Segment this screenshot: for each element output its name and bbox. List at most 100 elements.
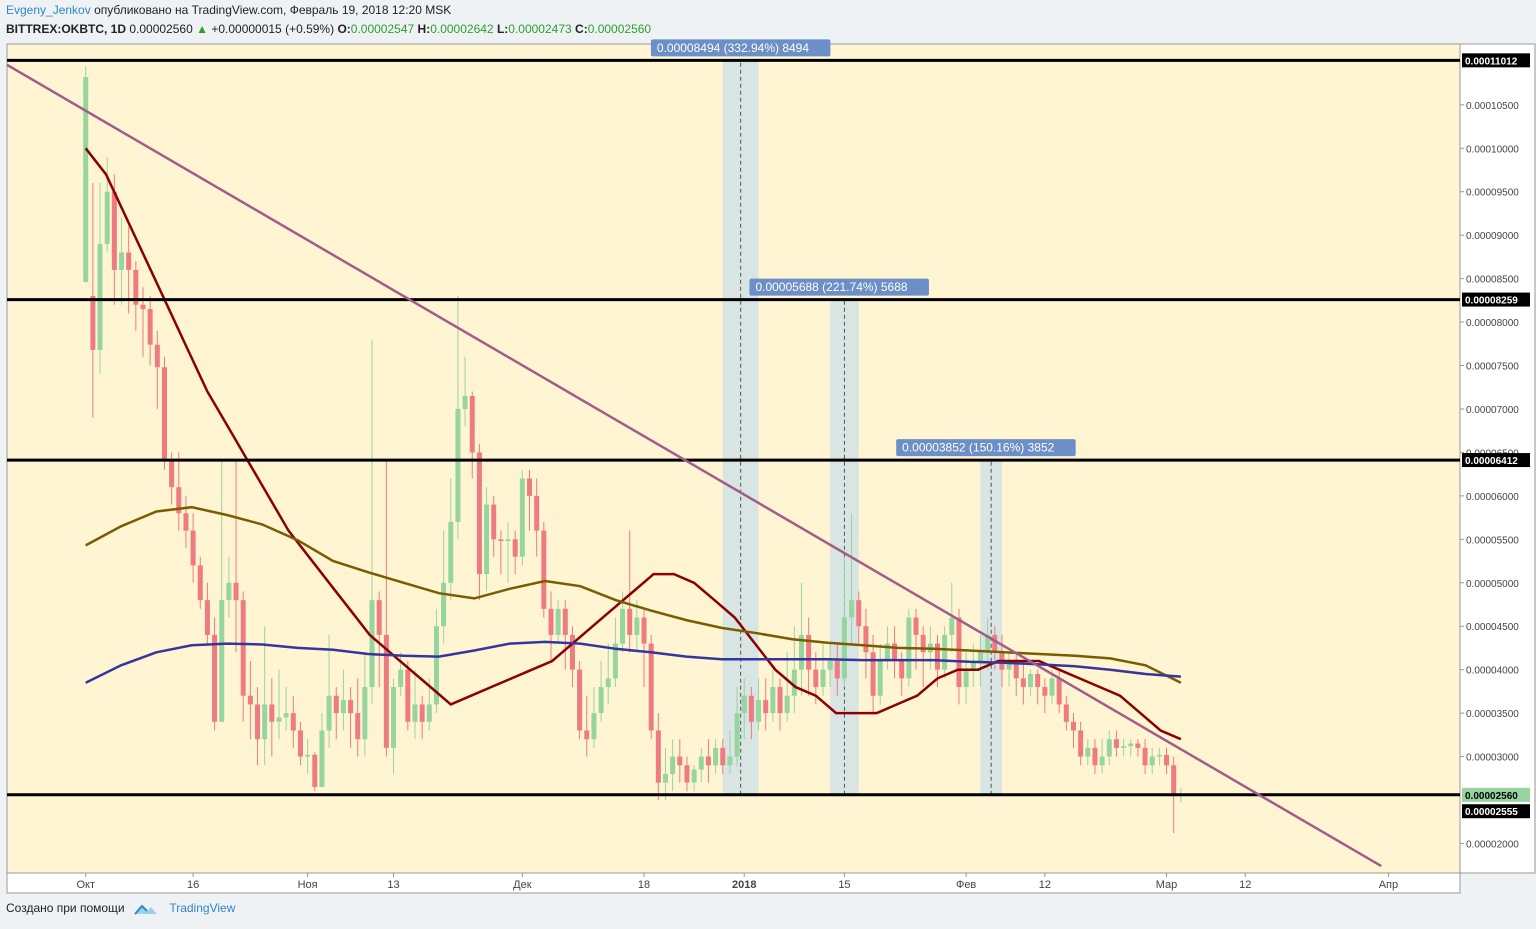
candle-body <box>348 700 354 714</box>
candle-body <box>663 773 669 783</box>
candle-body <box>741 695 747 714</box>
change-value: +0.00000015 (+0.59%) <box>211 22 335 36</box>
candle-body <box>391 687 397 748</box>
y-tick-label: 0.00005500 <box>1466 535 1519 546</box>
candle-body <box>934 643 940 670</box>
candle-body <box>383 634 389 748</box>
candle-body <box>856 600 862 627</box>
candle-body <box>956 617 962 688</box>
x-tick-label: 16 <box>187 879 199 891</box>
candle-body <box>884 643 890 661</box>
candle-body <box>240 600 246 696</box>
candle-body <box>154 344 160 368</box>
x-tick-label: Апр <box>1379 879 1398 891</box>
candle-body <box>333 695 339 714</box>
candle-body <box>1035 674 1041 688</box>
candle-body <box>892 643 898 661</box>
x-axis-panel <box>6 872 1461 894</box>
candle-body <box>841 617 847 679</box>
candle-body <box>648 643 654 731</box>
tradingview-link[interactable]: TradingView <box>169 901 236 915</box>
candle-body <box>426 704 432 722</box>
candle-body <box>1113 739 1119 748</box>
y-tick-label: 0.00009000 <box>1466 231 1519 242</box>
y-tick-label: 0.00005000 <box>1466 579 1519 590</box>
candle-body <box>1106 739 1112 757</box>
candle-body <box>963 669 969 688</box>
open-value: 0.00002547 <box>350 22 415 36</box>
low-label: L: <box>496 22 509 36</box>
candle-body <box>283 713 289 718</box>
candle-body <box>555 608 561 635</box>
candle-body <box>376 600 382 635</box>
candle-body <box>720 747 726 766</box>
measure-label: 0.00008494 (332.94%) 8494 <box>657 41 809 55</box>
measure-label: 0.00003852 (150.16%) 3852 <box>902 441 1054 455</box>
price-tag <box>1462 804 1530 819</box>
candle-body <box>977 652 983 661</box>
candle-body <box>562 608 568 635</box>
candle-body <box>290 713 296 731</box>
candle-body <box>119 252 125 270</box>
symbol-label: BITTREX:OKBTC, 1D <box>6 22 126 36</box>
x-tick-label: Окт <box>76 879 95 891</box>
low-value: 0.00002473 <box>508 22 572 36</box>
y-tick-label: 0.00010000 <box>1466 144 1519 155</box>
candle-body <box>126 252 132 270</box>
candle-body <box>849 600 855 618</box>
measure-label: 0.00005688 (221.74%) 5688 <box>755 280 907 294</box>
candle-body <box>1164 754 1170 766</box>
moving-average-line <box>85 505 1182 684</box>
candle-body <box>1042 687 1048 696</box>
candle-body <box>419 704 425 722</box>
candle-body <box>305 754 311 757</box>
author-link[interactable]: Evgeny_Jenkov <box>6 3 91 17</box>
price-tag-label: 0.00002560 <box>1465 791 1518 802</box>
candle-body <box>1028 674 1034 688</box>
candle-body <box>541 530 547 609</box>
candle-body <box>219 600 225 722</box>
candle-body <box>326 695 332 731</box>
x-tick-label: Дек <box>513 879 532 891</box>
candle-body <box>1085 747 1091 757</box>
candle-body <box>491 504 497 540</box>
candle-body <box>169 461 175 488</box>
candle-body <box>641 617 647 644</box>
footer: Создано при помощи TradingView <box>6 901 235 916</box>
candle-body <box>698 756 704 770</box>
candle-body <box>798 634 804 670</box>
candle-body <box>355 713 361 740</box>
candle-body <box>827 660 833 670</box>
candle-body <box>226 582 232 601</box>
x-tick-label: 15 <box>838 879 850 891</box>
y-tick-label: 0.00008500 <box>1466 275 1519 286</box>
candle-body <box>877 660 883 696</box>
y-tick-label: 0.00007000 <box>1466 405 1519 416</box>
candle-body <box>441 582 447 627</box>
candle-body <box>591 713 597 740</box>
measure-label-box <box>896 439 1076 457</box>
candle-body <box>1070 721 1076 731</box>
candle-body <box>1128 743 1134 747</box>
price-tag-label: 0.00006412 <box>1465 456 1518 467</box>
moving-average-line <box>85 640 1181 684</box>
candle-body <box>920 634 926 653</box>
last-price: 0.00002560 <box>129 22 193 36</box>
candle-body <box>362 687 368 740</box>
candle-body <box>1099 756 1105 766</box>
candle-body <box>197 565 203 601</box>
price-tag-label: 0.00011012 <box>1465 56 1518 67</box>
candle-body <box>1092 747 1098 766</box>
x-tick-label: Фев <box>956 879 976 891</box>
candle-body <box>612 643 618 679</box>
price-tag <box>1462 53 1530 68</box>
candle-body <box>548 608 554 635</box>
x-tick-label: 12 <box>1239 879 1251 891</box>
y-tick-label: 0.00002000 <box>1466 839 1519 850</box>
candle-body <box>734 713 740 757</box>
candle-body <box>369 600 375 688</box>
candle-body <box>627 608 633 635</box>
candle-body <box>534 495 540 531</box>
candle-body <box>90 296 96 350</box>
